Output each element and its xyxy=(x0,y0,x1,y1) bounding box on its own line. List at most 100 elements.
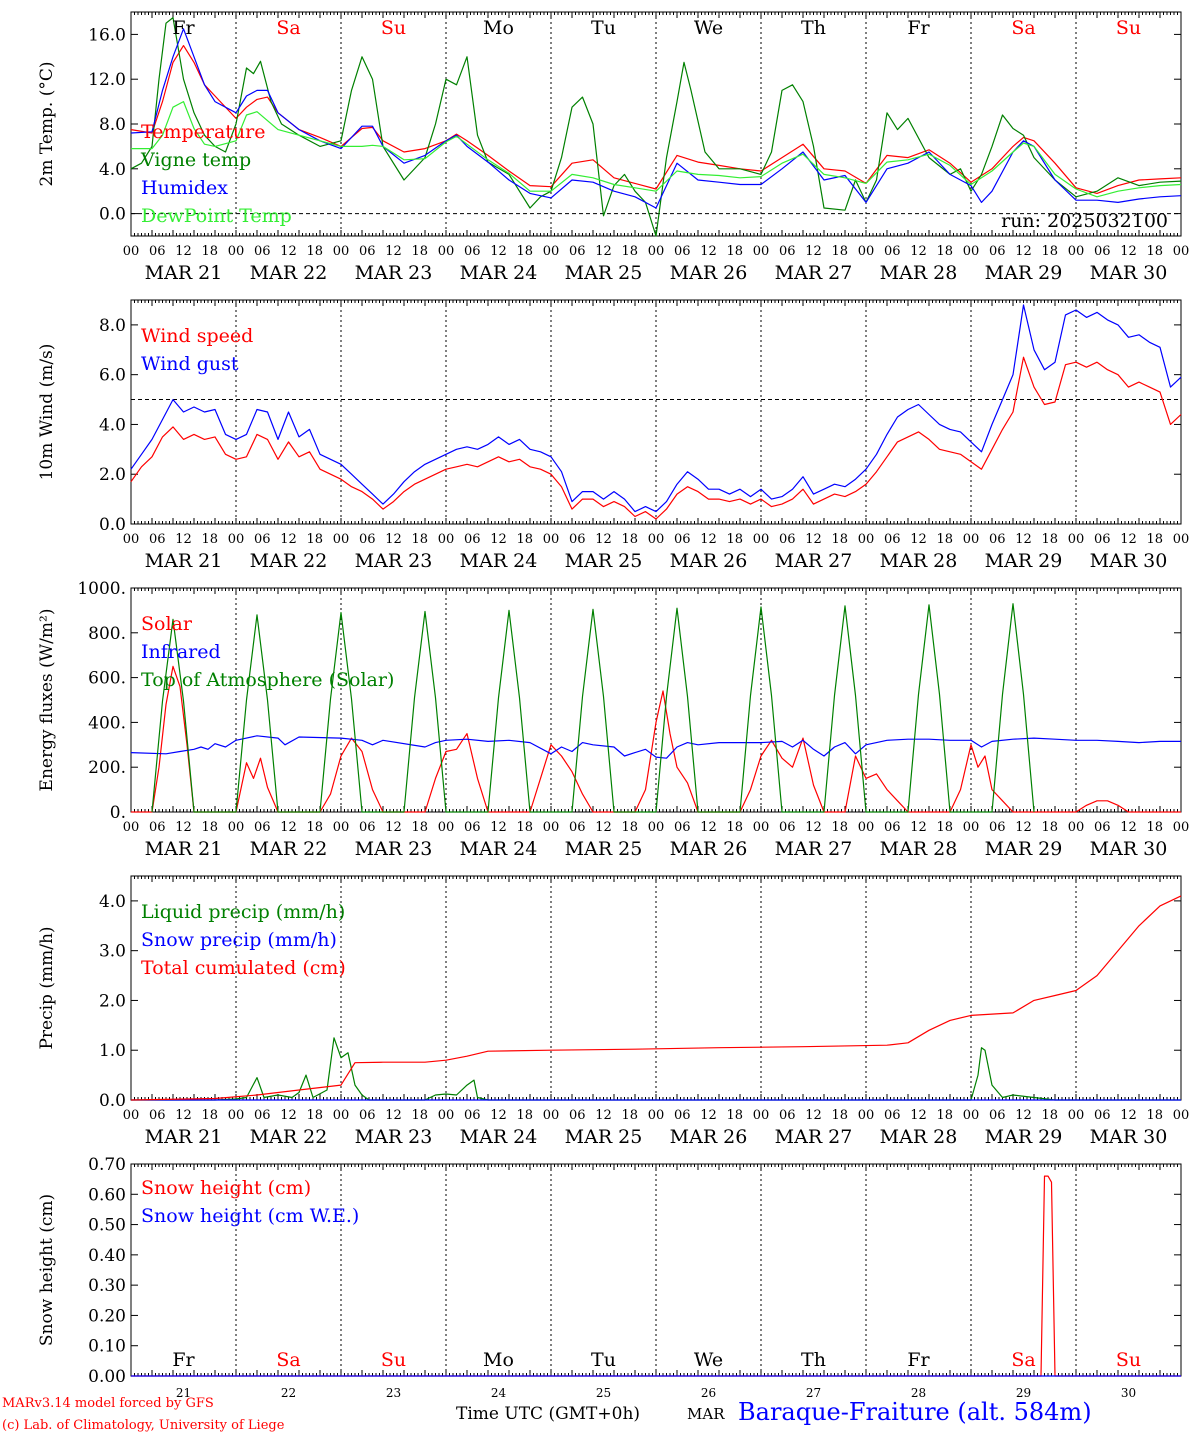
hour-label: 00 xyxy=(123,532,140,547)
y-tick-label: 0. xyxy=(110,803,126,823)
legend-entry: DewPoint Temp xyxy=(141,205,292,227)
y-tick-label: 0.0 xyxy=(99,205,126,225)
date-label: MAR 21 xyxy=(145,262,223,284)
hour-label: 00 xyxy=(963,244,980,259)
y-tick-label: 0.50 xyxy=(88,1216,126,1236)
hour-label: 00 xyxy=(648,820,665,835)
hour-label: 12 xyxy=(385,820,402,835)
date-label: MAR 27 xyxy=(775,550,853,572)
y-tick-label: 800. xyxy=(88,624,126,644)
y-tick-label: 12.0 xyxy=(88,70,126,90)
hour-label: 06 xyxy=(464,820,481,835)
hour-label: 12 xyxy=(595,1108,612,1123)
hour-label: 18 xyxy=(1146,532,1163,547)
hour-label: 18 xyxy=(1041,1108,1058,1123)
hour-label: 06 xyxy=(254,532,271,547)
date-label: MAR 27 xyxy=(775,262,853,284)
hour-label: 18 xyxy=(726,244,743,259)
date-label: MAR 29 xyxy=(985,1126,1063,1148)
series-line-red xyxy=(130,895,1182,1101)
date-label: MAR 26 xyxy=(670,838,748,860)
hour-label: 12 xyxy=(1120,820,1137,835)
hour-label: 12 xyxy=(175,244,192,259)
hour-label: 06 xyxy=(989,244,1006,259)
hour-label: 06 xyxy=(1094,532,1111,547)
date-label: MAR 22 xyxy=(250,1126,328,1148)
series-line-red xyxy=(130,356,1182,520)
hour-label: 18 xyxy=(936,532,953,547)
series-line-blue xyxy=(130,304,1182,513)
hour-label: 18 xyxy=(936,820,953,835)
weekday-label: Mo xyxy=(483,17,514,39)
hour-label: 18 xyxy=(1146,244,1163,259)
hour-label: 00 xyxy=(1068,820,1085,835)
day-number-label: 22 xyxy=(281,1386,296,1400)
weekday-label: Fr xyxy=(172,1349,195,1371)
hour-label: 12 xyxy=(280,1108,297,1123)
hour-label: 12 xyxy=(700,1108,717,1123)
hour-label: 12 xyxy=(595,820,612,835)
hour-label: 06 xyxy=(674,532,691,547)
hour-label: 18 xyxy=(621,1108,638,1123)
y-axis-label: Energy fluxes (W/m²) xyxy=(37,609,57,792)
hour-label: 00 xyxy=(858,820,875,835)
hour-label: 00 xyxy=(1068,244,1085,259)
hour-label: 18 xyxy=(201,244,218,259)
legend-entry: Wind gust xyxy=(141,353,239,375)
hour-label: 00 xyxy=(753,1108,770,1123)
hour-label: 00 xyxy=(333,244,350,259)
y-tick-label: 2.0 xyxy=(99,991,126,1011)
hour-label: 06 xyxy=(464,532,481,547)
day-number-label: 24 xyxy=(491,1386,507,1400)
hour-label: 18 xyxy=(201,1108,218,1123)
hour-label: 00 xyxy=(1068,532,1085,547)
date-label: MAR 23 xyxy=(355,550,433,572)
legend-entry: Humidex xyxy=(141,177,228,199)
hour-label: 06 xyxy=(149,244,166,259)
y-tick-label: 600. xyxy=(88,669,126,689)
hour-label: 18 xyxy=(1146,820,1163,835)
legend-entry: Snow height (cm) xyxy=(141,1177,311,1199)
hour-label: 18 xyxy=(1146,1108,1163,1123)
day-number-label: 30 xyxy=(1121,1386,1136,1400)
series-line-lightgreen xyxy=(131,101,1182,198)
hour-label: 12 xyxy=(700,532,717,547)
date-label: MAR 23 xyxy=(355,1126,433,1148)
series-line-red xyxy=(130,45,1182,194)
hour-label: 06 xyxy=(779,244,796,259)
hour-label: 12 xyxy=(595,532,612,547)
series-line-green xyxy=(151,603,1035,813)
weekday-label: Th xyxy=(801,1349,826,1371)
hour-label: 12 xyxy=(805,1108,822,1123)
hour-label: 12 xyxy=(700,244,717,259)
date-label: MAR 25 xyxy=(565,1126,643,1148)
hour-label: 00 xyxy=(438,1108,455,1123)
hour-label: 00 xyxy=(858,532,875,547)
date-label: MAR 28 xyxy=(880,550,958,572)
date-label: MAR 21 xyxy=(145,1126,223,1148)
hour-label: 06 xyxy=(989,532,1006,547)
day-number-label: 25 xyxy=(596,1386,611,1400)
series-line-red xyxy=(131,665,1181,813)
hour-label: 00 xyxy=(753,532,770,547)
date-label: MAR 30 xyxy=(1090,1126,1168,1148)
hour-label: 18 xyxy=(831,1108,848,1123)
hour-label: 00 xyxy=(543,244,560,259)
y-tick-label: 0.0 xyxy=(99,1091,126,1111)
day-number-label: 27 xyxy=(806,1386,821,1400)
legend-entry: Solar xyxy=(141,613,193,635)
hour-label: 06 xyxy=(464,244,481,259)
hour-label: 00 xyxy=(333,1108,350,1123)
hour-label: 06 xyxy=(569,532,586,547)
hour-label: 18 xyxy=(726,1108,743,1123)
hour-label: 00 xyxy=(543,532,560,547)
hour-label: 12 xyxy=(910,820,927,835)
date-label: MAR 24 xyxy=(460,550,538,572)
hour-label: 18 xyxy=(1041,532,1058,547)
date-label: MAR 30 xyxy=(1090,262,1168,284)
weekday-label: Sa xyxy=(1011,1349,1035,1371)
hour-label: 06 xyxy=(989,820,1006,835)
hour-label: 18 xyxy=(516,532,533,547)
weekday-label: We xyxy=(694,1349,723,1371)
legend-entry: Vigne temp xyxy=(140,149,251,171)
